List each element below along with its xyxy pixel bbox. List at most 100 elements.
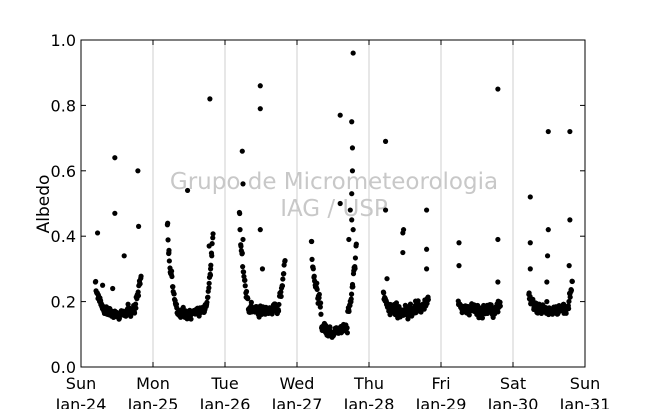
data-point <box>243 288 250 295</box>
data-point <box>346 308 352 314</box>
data-point <box>352 255 359 261</box>
data-point <box>527 240 533 246</box>
data-point <box>135 293 142 299</box>
data-point <box>456 263 462 269</box>
data-point <box>93 278 99 285</box>
data-point <box>132 301 139 307</box>
x-tick-label-day: Thu <box>353 374 384 393</box>
x-tick-label-date: Jan-24 <box>55 395 107 409</box>
data-point <box>112 210 118 216</box>
data-point <box>424 207 430 213</box>
data-point <box>242 283 248 289</box>
data-point <box>259 266 266 272</box>
x-tick-label-date: Jan-27 <box>271 395 323 409</box>
data-point <box>238 243 244 249</box>
data-point <box>344 330 350 336</box>
data-point <box>168 268 175 274</box>
data-point <box>204 299 210 305</box>
x-tick-label-date: Jan-28 <box>343 395 395 409</box>
data-point <box>281 271 287 277</box>
data-point <box>278 293 284 299</box>
data-point <box>348 291 355 297</box>
data-point <box>257 83 263 89</box>
data-point <box>282 257 288 264</box>
y-axis-label: Albedo <box>34 175 54 234</box>
data-point <box>314 286 320 293</box>
data-point <box>425 297 431 303</box>
data-point <box>237 227 243 233</box>
data-point <box>166 249 172 256</box>
x-tick-label-date: Jan-31 <box>559 395 611 409</box>
data-point <box>209 253 215 259</box>
data-point <box>349 217 355 223</box>
data-point <box>135 168 141 174</box>
data-point <box>239 250 245 256</box>
data-point <box>169 273 175 280</box>
data-point <box>349 145 356 151</box>
data-point <box>569 278 575 285</box>
data-point <box>424 246 430 252</box>
x-tick-label-day: Wed <box>280 374 315 393</box>
x-tick-label-date: Jan-29 <box>415 395 467 409</box>
watermark-line-1: Grupo de Micrometeorologia <box>170 169 498 195</box>
data-point <box>384 276 390 282</box>
data-point <box>337 200 343 207</box>
data-point <box>568 287 575 293</box>
data-point <box>248 299 254 305</box>
data-point <box>527 194 533 200</box>
data-point <box>275 308 282 314</box>
data-point <box>171 291 177 297</box>
data-point <box>206 285 212 291</box>
data-point <box>207 272 214 278</box>
data-point <box>279 283 286 289</box>
data-point <box>121 253 127 259</box>
data-point <box>309 238 315 245</box>
data-point <box>131 310 138 316</box>
plot-area-frame <box>80 39 586 368</box>
x-tick-label-date: Jan-25 <box>127 395 179 409</box>
data-point <box>382 207 389 213</box>
data-point <box>381 290 387 296</box>
data-point <box>545 227 551 233</box>
data-point <box>400 230 406 236</box>
x-tick-label-day: Sun <box>570 374 600 393</box>
data-point <box>280 276 286 282</box>
data-point <box>353 241 359 247</box>
data-point <box>136 223 142 229</box>
x-tick-label-day: Sat <box>500 374 526 393</box>
data-point <box>237 210 243 217</box>
x-tick-label-date: Jan-30 <box>487 395 539 409</box>
data-point <box>349 168 356 174</box>
data-point <box>456 240 462 246</box>
data-point <box>566 298 572 305</box>
data-point <box>495 86 501 92</box>
data-point <box>327 324 333 330</box>
data-point <box>544 253 551 259</box>
data-point <box>138 273 144 279</box>
data-point <box>527 266 533 272</box>
data-point <box>257 106 263 112</box>
data-point <box>393 300 400 306</box>
y-tick-label: 1.0 <box>51 31 76 50</box>
data-point <box>495 309 501 315</box>
data-point <box>349 191 355 197</box>
data-point <box>210 235 216 241</box>
data-point <box>347 207 353 213</box>
y-tick-label: 0.8 <box>51 96 76 115</box>
data-point <box>350 227 356 233</box>
data-point <box>314 280 320 286</box>
data-point <box>479 315 486 321</box>
x-tick-label-day: Mon <box>136 374 170 393</box>
axis-ticks: Sun Jan-24 Mon Jan-25 Tue Jan-26 Wed Jan-27 Thu J… <box>51 31 611 409</box>
data-point <box>349 119 355 125</box>
data-point <box>350 284 356 290</box>
data-point <box>567 294 573 300</box>
data-point <box>170 284 176 290</box>
data-point <box>137 281 143 287</box>
data-point <box>94 230 101 236</box>
data-point <box>566 305 572 312</box>
data-point <box>400 249 406 256</box>
y-tick-label: 0.6 <box>51 162 76 181</box>
data-point <box>207 96 213 102</box>
